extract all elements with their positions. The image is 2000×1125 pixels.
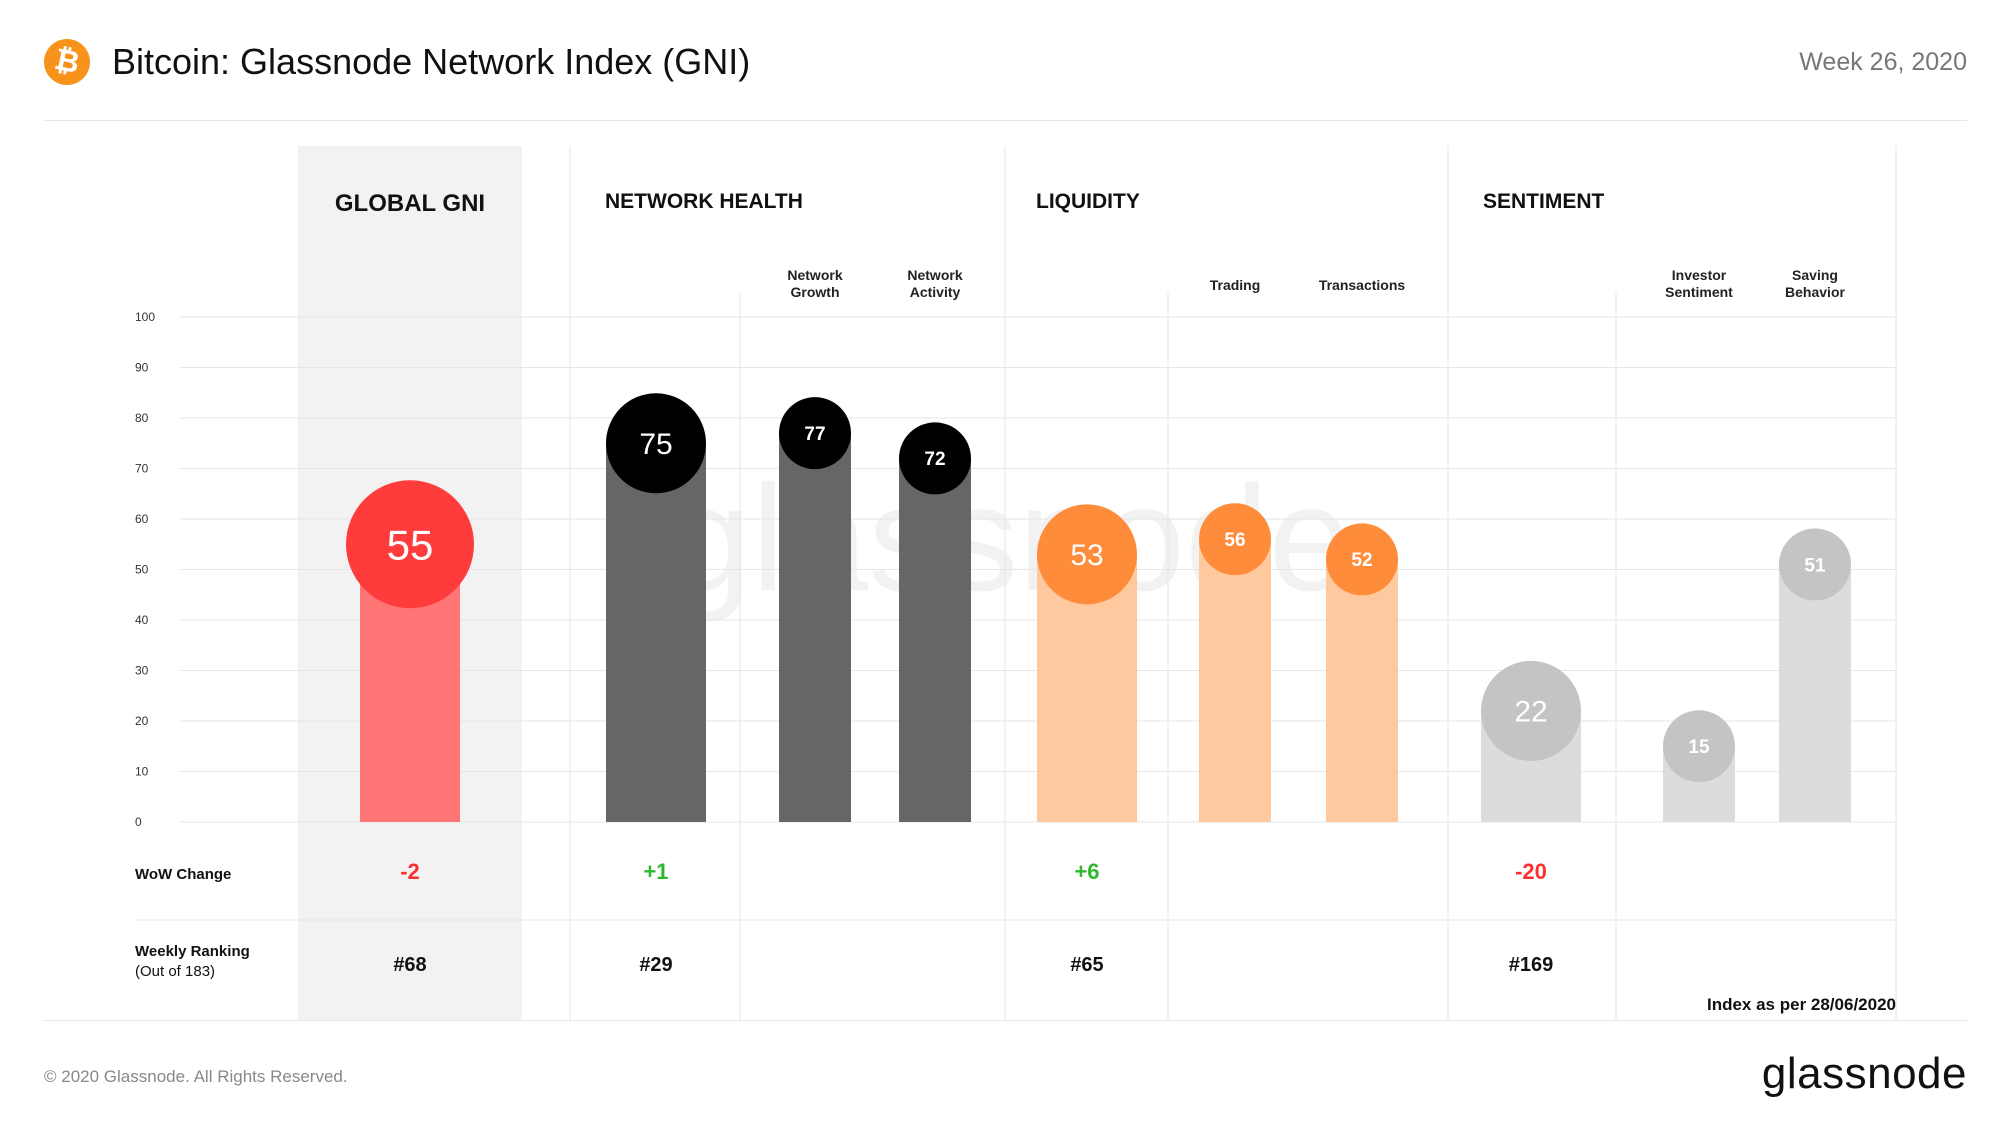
- wow-change-value: -20: [1515, 859, 1547, 884]
- group-title: SENTIMENT: [1483, 190, 1605, 213]
- sub-metric-label: Trading: [1210, 277, 1261, 293]
- group-title: LIQUIDITY: [1036, 190, 1140, 213]
- sub-metric-label: Investor: [1672, 267, 1727, 283]
- header-divider: [44, 120, 1967, 121]
- weekly-ranking-value: #169: [1509, 954, 1554, 976]
- value-circle: [1037, 504, 1137, 605]
- value-circle: [1326, 523, 1398, 596]
- data-label: 56: [1224, 530, 1245, 551]
- sub-metric-label: Behavior: [1785, 284, 1845, 300]
- data-label: 52: [1351, 550, 1372, 571]
- bitcoin-icon: ₿: [44, 39, 90, 85]
- sub-metric-label: Network: [787, 267, 842, 283]
- data-label: 22: [1514, 696, 1547, 729]
- sub-metric-label: Network: [907, 267, 962, 283]
- wow-change-value: +1: [643, 859, 668, 884]
- sub-metric-label: Growth: [791, 284, 840, 300]
- weekly-ranking-value: #29: [639, 954, 672, 976]
- weekly-ranking-value: #68: [393, 954, 426, 976]
- wow-change-value: -2: [400, 859, 420, 884]
- sub-metric-label: Saving: [1792, 267, 1838, 283]
- value-circle: [1199, 503, 1271, 576]
- copyright-text: © 2020 Glassnode. All Rights Reserved.: [44, 1067, 348, 1086]
- y-tick-label: 0: [135, 815, 142, 829]
- wow-row-label: WoW Change: [135, 866, 231, 883]
- y-tick-label: 90: [135, 361, 149, 375]
- value-circle: [346, 480, 474, 609]
- bar: [606, 443, 706, 822]
- value-circle: [1481, 660, 1581, 761]
- group-title: NETWORK HEALTH: [605, 190, 803, 213]
- index-date-note: Index as per 28/06/2020: [1707, 995, 1896, 1014]
- y-tick-label: 10: [135, 765, 149, 779]
- y-tick-label: 80: [135, 411, 149, 425]
- y-tick-label: 100: [135, 310, 155, 324]
- sub-metric-label: Activity: [910, 284, 961, 300]
- ranking-row-sublabel: (Out of 183): [135, 963, 215, 980]
- y-tick-label: 60: [135, 512, 149, 526]
- data-label: 55: [387, 521, 434, 568]
- week-label: Week 26, 2020: [1799, 48, 1967, 76]
- weekly-ranking-value: #65: [1070, 954, 1103, 976]
- bar: [1199, 539, 1271, 822]
- footer-divider: [44, 1020, 1967, 1021]
- value-circle: [1663, 710, 1735, 783]
- wow-change-value: +6: [1074, 859, 1099, 884]
- data-label: 75: [639, 428, 672, 461]
- data-label: 77: [804, 424, 825, 445]
- group-title: GLOBAL GNI: [335, 190, 485, 217]
- data-label: 72: [924, 449, 945, 470]
- value-circle: [1779, 528, 1851, 601]
- y-tick-label: 50: [135, 563, 149, 577]
- value-circle: [779, 397, 851, 470]
- y-tick-label: 30: [135, 664, 149, 678]
- sub-metric-label: Sentiment: [1665, 284, 1733, 300]
- bar: [779, 433, 851, 822]
- y-tick-label: 70: [135, 462, 149, 476]
- bar: [1326, 559, 1398, 822]
- brand-logo: glassnode: [1761, 1049, 1967, 1098]
- value-circle: [606, 393, 706, 494]
- page-title: Bitcoin: Glassnode Network Index (GNI): [112, 41, 751, 82]
- bar: [899, 458, 971, 822]
- data-label: 53: [1070, 539, 1103, 572]
- y-tick-label: 20: [135, 714, 149, 728]
- data-label: 51: [1804, 555, 1826, 576]
- value-circle: [899, 422, 971, 495]
- data-label: 15: [1688, 737, 1710, 758]
- y-tick-label: 40: [135, 613, 149, 627]
- bar: [1779, 564, 1851, 822]
- sub-metric-label: Transactions: [1319, 277, 1406, 293]
- ranking-row-label: Weekly Ranking: [135, 943, 250, 960]
